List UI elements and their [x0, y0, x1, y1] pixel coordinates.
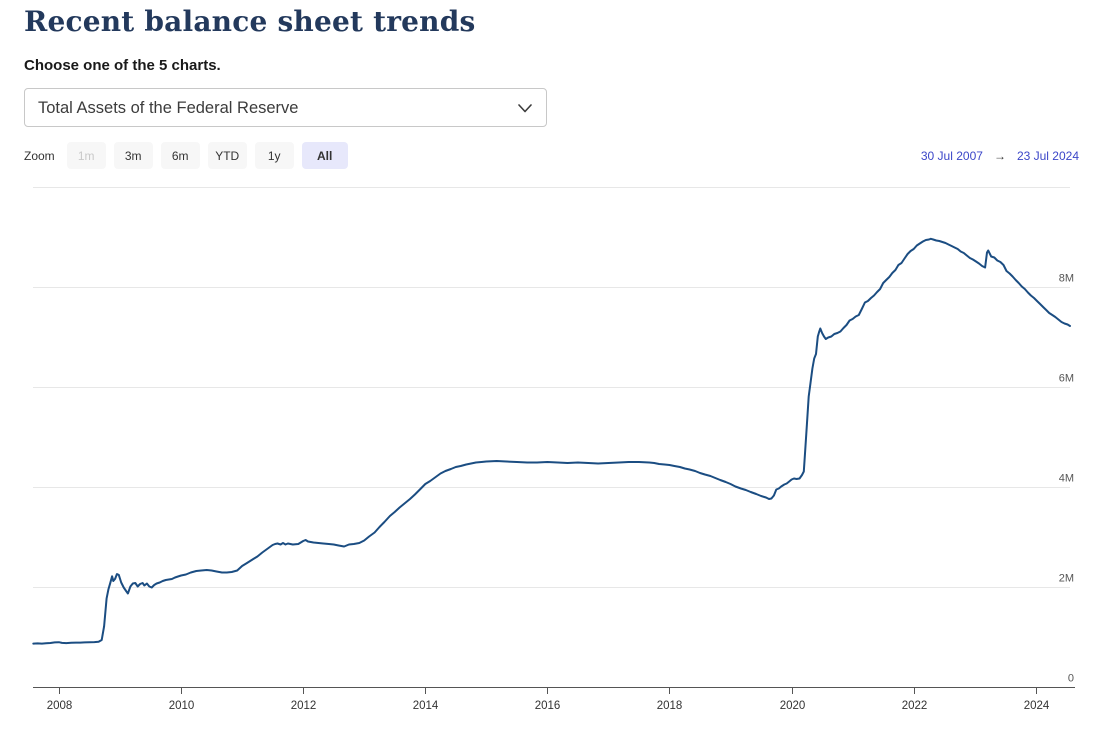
x-axis-label: 2020: [780, 700, 806, 712]
x-axis-label: 2012: [291, 700, 317, 712]
x-axis-label: 2010: [169, 700, 195, 712]
x-axis-label: 2008: [47, 700, 73, 712]
page-title: Recent balance sheet trends: [24, 5, 476, 38]
y-axis-label: 8M: [1059, 273, 1074, 285]
y-axis-label: 6M: [1059, 373, 1074, 385]
chart-select[interactable]: Total Assets of the Federal Reserve: [24, 88, 547, 128]
range-arrow-icon: →: [993, 148, 1006, 163]
zoom-button-3m[interactable]: 3m: [113, 142, 153, 170]
x-axis-label: 2016: [535, 700, 561, 712]
chart-chooser-label: Choose one of the 5 charts.: [24, 57, 221, 75]
zoom-buttons: 1m 3m 6m YTD 1y All: [66, 142, 348, 170]
zoom-button-1m: 1m: [66, 142, 106, 170]
chart-select-wrapper: Total Assets of the Federal Reserve: [24, 88, 547, 128]
x-axis-label: 2014: [413, 700, 439, 712]
y-axis-label: 4M: [1059, 473, 1074, 485]
zoom-button-1y[interactable]: 1y: [254, 142, 294, 170]
zoom-label: Zoom: [24, 148, 55, 163]
date-range: 30 Jul 2007 → 23 Jul 2024: [921, 149, 1079, 163]
range-from-input[interactable]: 30 Jul 2007: [920, 148, 983, 163]
range-selector: Zoom 1m 3m 6m YTD 1y All 30 Jul 2007 → 23 Jul…: [24, 142, 1079, 170]
zoom-button-6m[interactable]: 6m: [160, 142, 200, 170]
zoom-button-ytd[interactable]: YTD: [207, 142, 247, 170]
range-to-input[interactable]: 23 Jul 2024: [1016, 148, 1079, 163]
line-chart[interactable]: 0 2M 4M 6M 8M 2008 2010 2012 2014 2016 2018 2020 202…: [0, 177, 1103, 737]
x-axis-label: 2018: [657, 700, 683, 712]
zoom-button-all[interactable]: All: [301, 142, 348, 170]
series-line: [32, 238, 1071, 645]
y-axis-label: 2M: [1059, 573, 1074, 585]
x-axis-label: 2022: [902, 700, 928, 712]
x-axis-label: 2024: [1024, 700, 1050, 712]
y-axis-label: 0: [1068, 673, 1074, 685]
